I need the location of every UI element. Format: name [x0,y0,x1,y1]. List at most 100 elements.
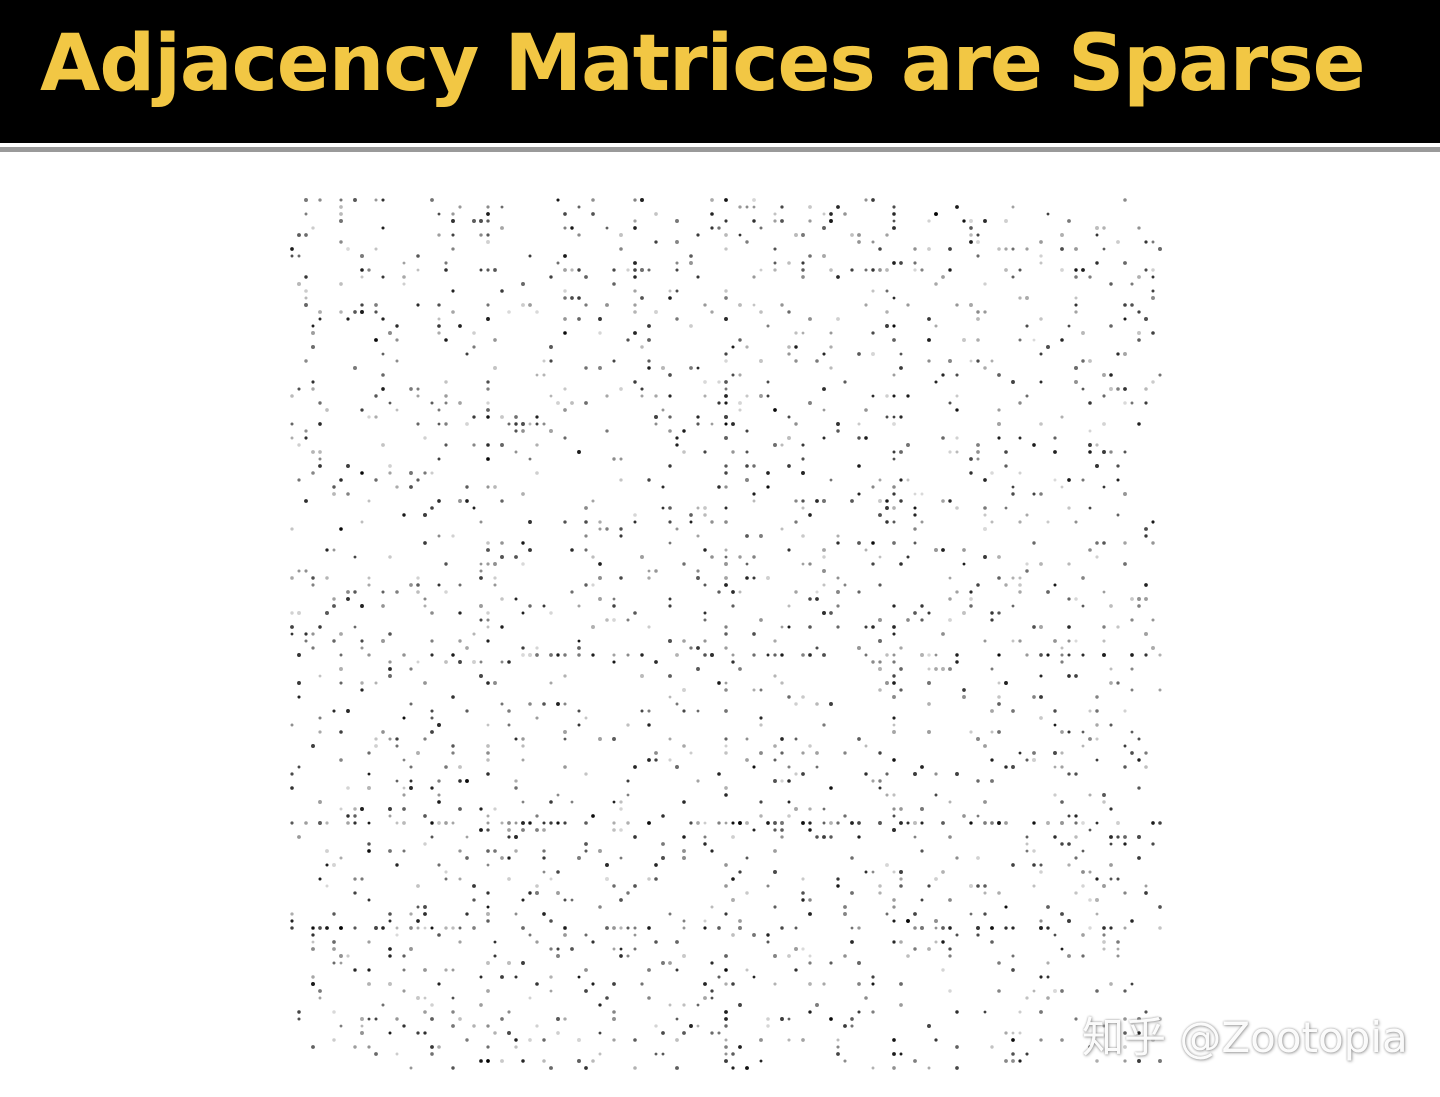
matrix-entry [605,303,609,307]
matrix-entry [654,940,658,944]
matrix-entry [885,912,889,916]
matrix-entry [1130,597,1134,601]
matrix-entry [374,737,378,741]
matrix-entry [878,786,882,790]
matrix-entry [1123,891,1127,895]
matrix-entry [367,849,371,853]
matrix-entry [724,562,728,566]
matrix-entry [1011,1052,1015,1056]
matrix-entry [612,359,616,363]
matrix-entry [388,667,392,671]
matrix-entry [906,919,910,923]
matrix-entry [584,275,588,279]
matrix-entry [997,422,1001,426]
matrix-entry [395,590,399,594]
matrix-entry [1018,751,1022,755]
matrix-entry [1130,730,1134,734]
matrix-entry [486,457,490,461]
matrix-entry [955,1045,959,1049]
matrix-entry [472,506,476,510]
matrix-entry [829,219,833,223]
matrix-entry [948,989,952,993]
matrix-entry [402,653,406,657]
matrix-entry [745,968,749,972]
matrix-entry [724,506,728,510]
matrix-entry [1102,394,1106,398]
matrix-entry [1018,639,1022,643]
matrix-entry [899,1052,903,1056]
matrix-entry [703,450,707,454]
matrix-entry [913,541,917,545]
matrix-entry [332,597,336,601]
matrix-entry [1018,583,1022,587]
matrix-entry [864,772,868,776]
matrix-entry [892,681,896,685]
matrix-entry [801,471,805,475]
matrix-entry [948,359,952,363]
matrix-entry [1046,975,1050,979]
matrix-entry [892,1038,896,1042]
matrix-entry [885,520,889,524]
matrix-entry [598,1052,602,1056]
matrix-entry [717,772,721,776]
matrix-entry [892,338,896,342]
matrix-entry [437,324,441,328]
matrix-entry [829,331,833,335]
matrix-entry [738,205,742,209]
matrix-entry [850,891,854,895]
matrix-entry [647,576,651,580]
matrix-entry [577,233,581,237]
matrix-entry [577,653,581,657]
matrix-entry [318,877,322,881]
matrix-entry [724,646,728,650]
matrix-entry [724,1024,728,1028]
matrix-entry [878,884,882,888]
matrix-entry [458,583,462,587]
matrix-entry [507,660,511,664]
matrix-entry [290,723,294,727]
matrix-entry [332,947,336,951]
matrix-entry [1074,674,1078,678]
matrix-entry [990,709,994,713]
matrix-entry [423,604,427,608]
matrix-entry [647,366,651,370]
matrix-entry [409,947,413,951]
matrix-entry [801,772,805,776]
matrix-entry [808,744,812,748]
matrix-entry [808,1010,812,1014]
matrix-entry [1130,688,1134,692]
matrix-entry [878,688,882,692]
matrix-entry [521,646,525,650]
matrix-entry [528,1038,532,1042]
matrix-entry [360,1024,364,1028]
watermark-text: 知乎 @Zootopia [1082,1013,1408,1062]
matrix-entry [437,800,441,804]
matrix-entry [1039,695,1043,699]
matrix-entry [1095,709,1099,713]
matrix-entry [892,695,896,699]
matrix-entry [416,1031,420,1035]
matrix-entry [738,1045,742,1049]
matrix-entry [423,905,427,909]
matrix-entry [787,625,791,629]
matrix-entry [437,233,441,237]
matrix-entry [815,646,819,650]
matrix-entry [724,198,728,202]
matrix-entry [409,912,413,916]
matrix-entry [570,590,574,594]
matrix-entry [542,828,546,832]
matrix-entry [955,408,959,412]
matrix-entry [1144,597,1148,601]
matrix-entry [801,331,805,335]
matrix-entry [1123,835,1127,839]
matrix-entry [976,450,980,454]
matrix-entry [1004,926,1008,930]
matrix-entry [878,247,882,251]
matrix-entry [395,821,399,825]
matrix-entry [913,947,917,951]
matrix-entry [304,359,308,363]
matrix-entry [822,569,826,573]
matrix-entry [423,926,427,930]
matrix-entry [402,849,406,853]
matrix-entry [787,261,791,265]
